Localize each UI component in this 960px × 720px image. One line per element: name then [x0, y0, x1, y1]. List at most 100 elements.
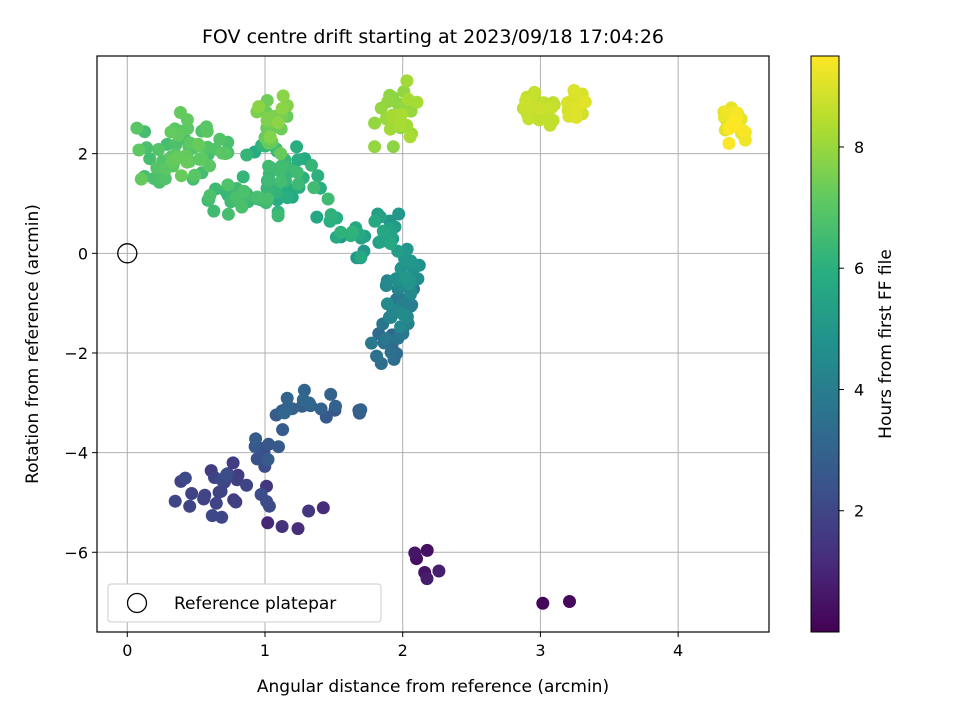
data-point: [736, 124, 750, 138]
x-tick-label: 1: [260, 641, 270, 660]
data-point: [389, 272, 403, 286]
data-point: [200, 124, 214, 138]
x-tick-label: 0: [122, 641, 132, 660]
data-point: [386, 140, 400, 154]
legend-box: [107, 583, 382, 623]
colorbar-tick-label: 6: [854, 259, 864, 278]
data-point: [354, 250, 368, 264]
data-point: [302, 396, 316, 410]
data-point: [384, 345, 398, 359]
data-point: [276, 423, 290, 437]
data-point: [321, 192, 335, 206]
data-point: [722, 136, 736, 150]
data-point: [274, 147, 288, 161]
data-point: [262, 437, 276, 451]
colorbar-tick-label: 8: [854, 138, 864, 157]
data-point: [563, 595, 576, 608]
data-point: [403, 130, 417, 144]
data-point: [276, 89, 290, 103]
y-tick-label: −2: [64, 344, 88, 363]
plot-frame: [96, 55, 770, 633]
colorbar-label: Hours from first FF file: [876, 249, 896, 439]
data-point: [178, 471, 192, 485]
data-point: [401, 92, 415, 106]
data-point: [368, 116, 382, 130]
data-point: [334, 225, 348, 239]
data-point: [220, 468, 234, 482]
colorbar-tick-label: 4: [854, 380, 864, 399]
data-point: [408, 546, 422, 560]
data-point: [302, 504, 316, 518]
data-point: [226, 456, 240, 470]
data-point: [374, 101, 388, 115]
data-point: [271, 116, 285, 130]
data-point: [420, 543, 434, 557]
data-point: [578, 95, 592, 109]
data-point: [191, 137, 205, 151]
data-point: [261, 192, 275, 206]
data-point: [532, 113, 546, 127]
data-point: [376, 224, 390, 238]
data-point: [324, 387, 338, 401]
data-point: [132, 143, 146, 157]
data-point: [188, 168, 202, 182]
reference-marker-layer: [117, 243, 138, 264]
data-point: [194, 152, 208, 166]
data-point: [174, 169, 188, 183]
legend-marker-open-circle: [126, 592, 148, 614]
data-point: [519, 94, 533, 108]
data-point: [290, 140, 304, 154]
data-point: [310, 210, 324, 224]
data-point: [354, 403, 368, 417]
data-point: [274, 174, 288, 188]
data-point: [370, 349, 384, 363]
data-point: [221, 178, 235, 192]
data-point: [261, 453, 275, 466]
y-tick-label: −4: [64, 444, 88, 463]
data-point: [297, 383, 311, 397]
data-point: [221, 207, 235, 221]
data-point: [314, 402, 328, 416]
data-point: [569, 110, 583, 124]
data-point: [346, 225, 359, 239]
data-point: [272, 440, 285, 454]
data-point: [368, 214, 382, 228]
scatter-points: [130, 74, 752, 610]
data-point: [180, 155, 194, 169]
data-point: [262, 174, 276, 188]
data-point: [379, 279, 393, 292]
colorbar: [810, 55, 840, 633]
data-point: [316, 501, 330, 515]
data-point: [275, 520, 289, 533]
data-point: [207, 204, 221, 218]
data-point: [399, 270, 413, 284]
data-point: [262, 159, 276, 173]
data-point: [235, 200, 249, 214]
data-point: [392, 207, 406, 221]
axis-ticks: 0 1 2 3 4 −6 −4 −2 0 2: [64, 145, 683, 660]
data-point: [278, 406, 291, 420]
data-point: [263, 130, 277, 144]
x-axis-label: Angular distance from reference (arcmin): [257, 677, 609, 697]
data-point: [324, 208, 338, 222]
y-tick-label: 0: [78, 244, 88, 263]
data-point: [726, 119, 740, 133]
data-point: [545, 101, 559, 115]
data-point: [561, 96, 574, 110]
colorbar-tick-label: 2: [854, 502, 864, 521]
data-point: [527, 85, 541, 99]
data-point: [271, 209, 285, 223]
data-point: [329, 399, 342, 413]
y-axis-label: Rotation from reference (arcmin): [23, 204, 43, 484]
data-point: [291, 522, 305, 536]
data-point: [291, 153, 305, 167]
data-point: [229, 495, 243, 509]
data-point: [183, 499, 197, 513]
data-point: [261, 516, 275, 530]
x-tick-label: 4: [673, 641, 683, 660]
data-point: [198, 488, 212, 502]
data-point: [250, 190, 264, 204]
data-point: [252, 100, 266, 114]
data-point: [158, 172, 172, 186]
data-point: [395, 107, 408, 121]
